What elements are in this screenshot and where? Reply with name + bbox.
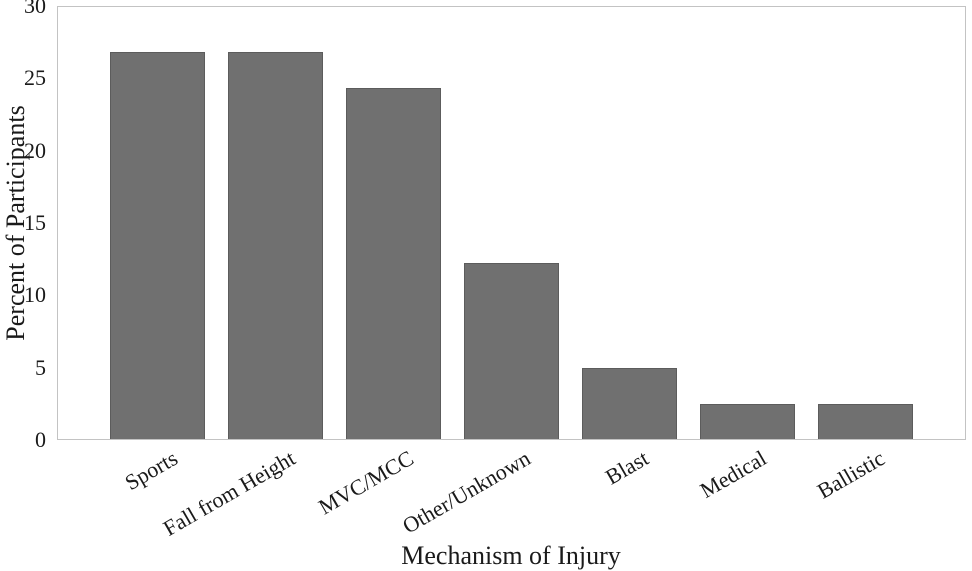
x-tick-label: Ballistic [812,445,889,504]
x-axis-title: Mechanism of Injury [401,541,621,570]
bar-blast [581,368,677,439]
bar-mvc-mcc [346,88,442,439]
x-tick-label: Blast [600,445,653,490]
y-tick-label: 25 [24,65,46,90]
bar-fall-from-height [228,52,324,439]
bar-sports [110,52,206,439]
y-tick-label: 30 [24,0,46,18]
x-tick-label: Other/Unknown [398,445,535,539]
x-tick-label: MVC/MCC [313,445,418,520]
bar-medical [699,404,795,439]
plot-area [57,6,966,440]
x-tick-label: Sports [120,445,182,496]
y-tick-label: 15 [24,210,46,235]
y-tick-label: 10 [24,282,46,307]
y-tick-label: 20 [24,138,46,163]
y-tick-label: 0 [35,427,46,452]
bar-other-unknown [464,263,559,439]
x-tick-label: Medical [695,445,771,503]
x-tick-label: Fall from Height [158,445,300,541]
bar-ballistic [817,404,913,439]
y-tick-label: 5 [35,355,46,380]
